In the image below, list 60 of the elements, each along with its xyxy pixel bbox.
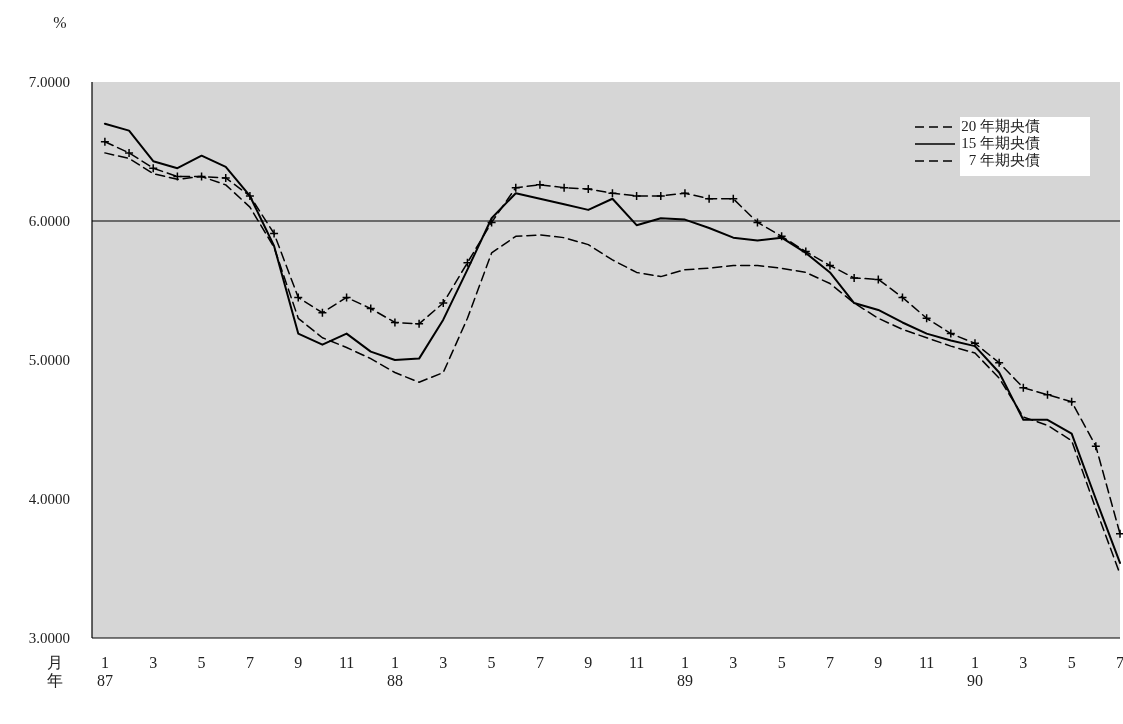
x-tick-label: 1 88: [386, 654, 403, 690]
point: [680, 188, 690, 198]
x-tick-label: 7: [825, 654, 834, 671]
legend-label: 15 年期央債: [961, 135, 1040, 151]
point: [1115, 529, 1123, 539]
point: [535, 180, 545, 190]
x-tick-label: 7: [1116, 654, 1123, 671]
point: [269, 228, 279, 239]
point: [414, 319, 424, 329]
y-tick-label: 7.0000: [28, 74, 70, 90]
legend-label: 20 年期央債: [961, 118, 1040, 134]
point: [994, 358, 1004, 368]
y-tick-label: 3.0000: [28, 630, 70, 646]
point: [100, 137, 110, 147]
point: [293, 292, 303, 303]
point: [390, 317, 400, 328]
point: [825, 260, 835, 271]
point: [704, 194, 714, 204]
point: [1042, 390, 1053, 400]
x-axis-title: 月年: [47, 654, 63, 690]
point: [220, 173, 231, 183]
point: [124, 148, 134, 158]
y-tick-label: 4.0000: [28, 491, 70, 507]
point: [559, 182, 569, 193]
x-tick-label: 1 87: [96, 654, 113, 690]
x-tick-label: 1 89: [676, 654, 693, 690]
point: [607, 188, 618, 198]
x-tick-label: 7: [245, 654, 254, 671]
point: [583, 184, 594, 194]
y-tick-label: 5.0000: [28, 352, 70, 368]
legend-label: 7 年期央債: [968, 152, 1040, 168]
x-tick-label: 5: [777, 654, 786, 671]
x-tick-label: 5: [487, 654, 496, 671]
x-tick-label: 3: [439, 654, 448, 671]
x-tick-label: 3: [149, 654, 158, 671]
point: [656, 191, 666, 201]
point: [849, 273, 859, 283]
point: [511, 182, 521, 193]
x-tick-label: 3: [729, 654, 738, 671]
point: [631, 191, 642, 201]
x-tick-label: 9: [584, 654, 593, 671]
x-tick-label: 9: [294, 654, 303, 671]
x-tick-label: 11: [918, 654, 935, 671]
point: [1018, 383, 1029, 393]
x-tick-label: 11: [338, 654, 355, 671]
x-tick-label: 5: [197, 654, 206, 671]
point: [438, 298, 449, 308]
y-tick-label: 6.0000: [28, 213, 70, 229]
x-tick-label: 3: [1019, 654, 1028, 671]
point: [946, 328, 956, 339]
point: [366, 303, 376, 314]
x-tick-label: 11: [628, 654, 645, 671]
point: [1091, 441, 1101, 451]
y-axis-title: %: [53, 14, 67, 31]
x-tick-label: 5: [1067, 654, 1076, 671]
point: [728, 194, 739, 204]
point: [148, 163, 158, 173]
x-tick-label: 1 90: [966, 654, 983, 690]
x-tick-label: 7: [535, 654, 544, 671]
x-tick-label: 9: [874, 654, 883, 671]
